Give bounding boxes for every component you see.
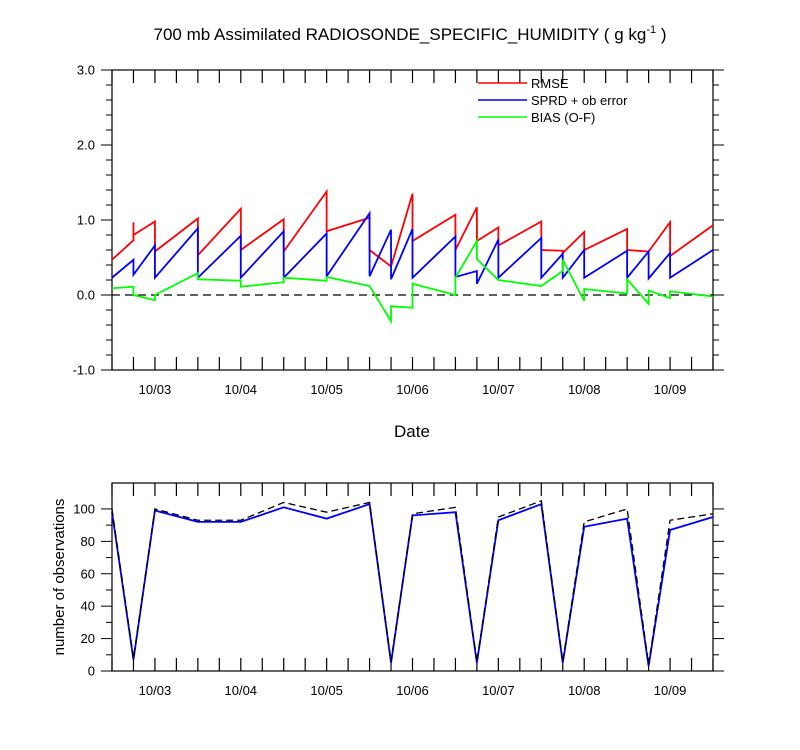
- series-line-bias-o-f: [111, 237, 714, 325]
- y-tick-label: 2.0: [77, 138, 95, 153]
- y-tick-label: 20: [81, 631, 95, 646]
- legend-label-sprd: SPRD + ob error: [531, 93, 628, 108]
- y-tick-label: 100: [73, 501, 95, 516]
- y-tick-label: 80: [81, 534, 95, 549]
- series-line-sprd-ob-error: [111, 210, 714, 285]
- y-tick-label: 0.0: [77, 288, 95, 303]
- x-tick-label: 10/09: [654, 683, 687, 698]
- x-tick-label: 10/09: [654, 382, 687, 397]
- x-tick-label: 10/08: [568, 382, 601, 397]
- chart-title: 700 mb Assimilated RADIOSONDE_SPECIFIC_H…: [154, 24, 667, 44]
- y-axis-label-observations: number of observations: [51, 499, 68, 656]
- x-tick-label: 10/07: [482, 683, 515, 698]
- x-tick-label: 10/07: [482, 382, 515, 397]
- legend-label-rmse: RMSE: [531, 76, 569, 91]
- legend: RMSE SPRD + ob error BIAS (O-F): [478, 76, 628, 125]
- y-tick-label: 60: [81, 566, 95, 581]
- top-series-group: [111, 188, 714, 325]
- series-line-used: [111, 502, 714, 667]
- y-tick-label: 40: [81, 599, 95, 614]
- y-tick-label: 0: [88, 664, 95, 679]
- x-tick-label: 10/05: [310, 683, 343, 698]
- x-tick-label: 10/06: [396, 683, 429, 698]
- chart-title-main: 700 mb Assimilated RADIOSONDE_SPECIFIC_H…: [154, 25, 647, 44]
- chart-title-suffix: ): [656, 25, 666, 44]
- x-tick-label: 10/03: [139, 683, 172, 698]
- x-tick-label: 10/06: [396, 382, 429, 397]
- series-line-possible: [111, 499, 714, 665]
- chart-title-superscript: -1: [646, 24, 656, 36]
- x-tick-label: 10/05: [310, 382, 343, 397]
- x-tick-label: 10/03: [139, 382, 172, 397]
- x-tick-label: 10/08: [568, 683, 601, 698]
- x-tick-label: 10/04: [225, 382, 258, 397]
- bottom-series-group: [111, 499, 714, 667]
- x-axis-label: Date: [394, 422, 430, 441]
- bottom-plot-frame: [111, 482, 714, 672]
- bottom-axes: 10/03 10/04 10/05 10/06 10/07 10/08 10/09 100 80…: [73, 483, 724, 698]
- legend-label-bias: BIAS (O-F): [531, 110, 595, 125]
- y-tick-label: 3.0: [77, 63, 95, 78]
- y-tick-label: 1.0: [77, 213, 95, 228]
- x-tick-label: 10/04: [225, 683, 258, 698]
- y-tick-label: -1.0: [73, 363, 95, 378]
